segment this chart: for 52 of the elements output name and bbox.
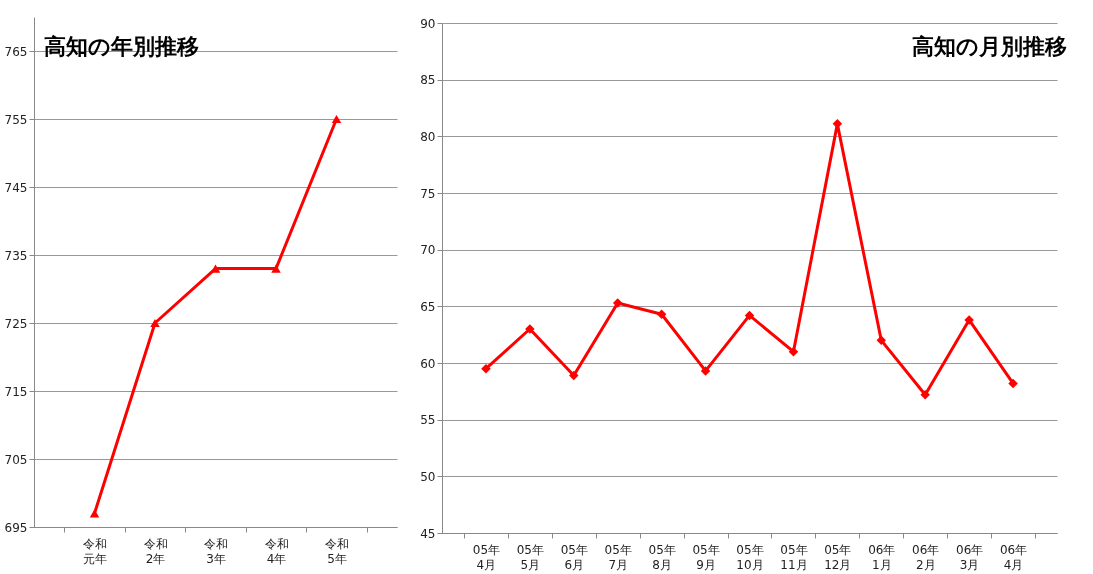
point — [331, 114, 342, 124]
point — [271, 264, 281, 273]
point — [876, 335, 887, 346]
point — [481, 363, 491, 374]
y-tick-label: 80 — [420, 129, 436, 144]
y-tick-label: 695 — [4, 520, 28, 535]
point — [788, 346, 799, 357]
x-tick-label: 05年5月 — [516, 542, 544, 572]
x-tick-label: 05年8月 — [648, 542, 676, 572]
point — [656, 309, 667, 320]
point — [150, 318, 160, 328]
y-tick-label: 715 — [4, 384, 28, 399]
y-tick-label: 755 — [4, 112, 28, 127]
y-tick-label: 765 — [4, 44, 28, 59]
point — [744, 310, 755, 321]
y-tick-label: 735 — [4, 248, 28, 263]
y-tick-label: 45 — [420, 526, 436, 541]
y-tick-label: 725 — [4, 316, 28, 331]
text: 高知の月別推移 — [912, 34, 1067, 59]
y-tick-label: 50 — [420, 469, 436, 484]
y-tick-label: 90 — [420, 16, 436, 31]
x-tick-label: 05年10月 — [736, 542, 764, 572]
x-tick-label: 令和元年 — [83, 536, 107, 566]
x-tick-label: 05年7月 — [604, 542, 632, 572]
point — [920, 389, 930, 400]
y-tick-label: 85 — [420, 73, 436, 88]
y-tick-label: 75 — [420, 186, 436, 201]
x-tick-label: 05年12月 — [824, 542, 852, 572]
y-tick-label: 65 — [420, 299, 436, 314]
point — [569, 370, 579, 381]
point — [612, 298, 623, 308]
x-tick-label: 05年11月 — [780, 542, 808, 572]
y-tick-label: 745 — [4, 180, 28, 195]
y-tick-label: 70 — [420, 243, 436, 258]
x-tick-label: 令和5年 — [325, 536, 349, 566]
x-tick-label: 05年6月 — [560, 542, 588, 572]
text: 高知の年別推移 — [44, 34, 200, 59]
x-tick-label: 06年4月 — [999, 542, 1028, 572]
x-tick-label: 05年9月 — [692, 542, 720, 572]
point — [1008, 378, 1018, 389]
point — [700, 366, 711, 376]
y-tick-label: 60 — [420, 356, 436, 371]
x-tick-label: 06年3月 — [956, 542, 984, 572]
y-tick-label: 705 — [4, 452, 28, 467]
x-tick-label: 令和3年 — [204, 536, 228, 566]
x-tick-label: 05年4月 — [472, 542, 501, 572]
point — [89, 509, 100, 518]
x-tick-label: 令和4年 — [264, 536, 289, 566]
x-tick-label: 令和2年 — [143, 536, 168, 566]
x-tick-label: 06年1月 — [868, 542, 896, 572]
y-tick-label: 55 — [420, 413, 436, 428]
x-tick-label: 06年2月 — [912, 542, 940, 572]
